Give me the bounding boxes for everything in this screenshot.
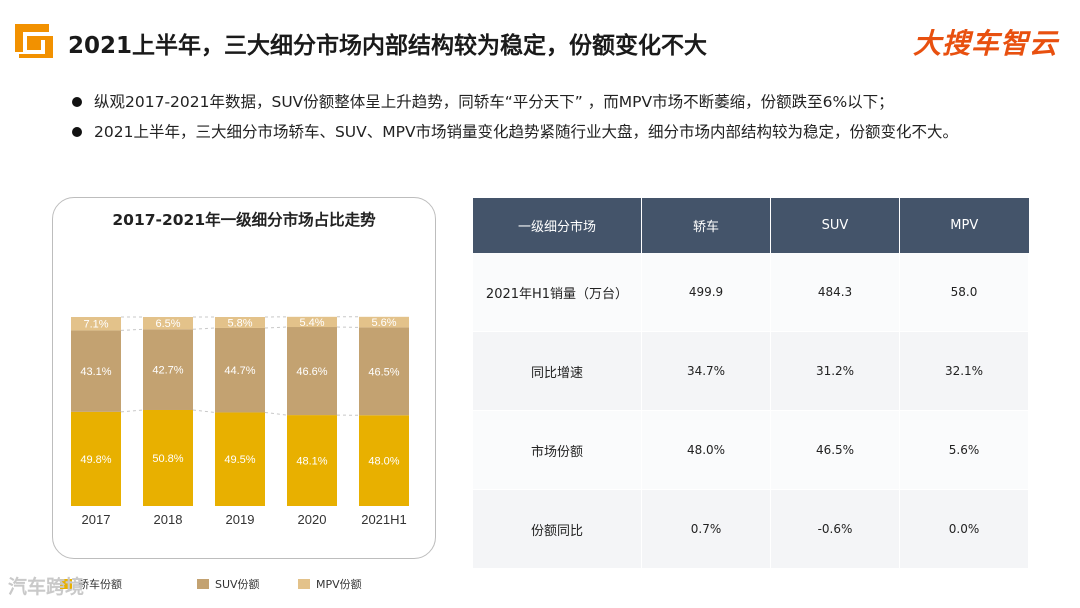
table-cell: 34.7% [641, 331, 771, 411]
table-row-label: 2021年H1销量（万台） [473, 253, 642, 332]
table-header-cell: SUV [770, 198, 900, 253]
chart-title: 2017-2021年一级细分市场占比走势 [112, 211, 376, 229]
table-row: 2021年H1销量（万台） 499.9 484.3 58.0 [473, 253, 1029, 332]
bar-segment [287, 415, 337, 506]
brand-logo-icon [15, 24, 53, 58]
legend-swatch [60, 579, 72, 589]
x-tick-label: 2018 [154, 512, 183, 527]
bar-segment [215, 317, 265, 328]
data-label: 42.7% [152, 365, 183, 377]
table-cell: 5.6% [899, 410, 1029, 490]
legend-label: MPV份额 [316, 578, 362, 591]
watermark: 汽车跨境 [8, 576, 85, 598]
x-tick-label: 2021H1 [361, 512, 407, 527]
data-label: 43.1% [80, 366, 111, 378]
table-row-label: 同比增速 [473, 331, 642, 411]
series-connector-line [120, 328, 144, 331]
bar-segment [143, 329, 193, 410]
data-label: 5.6% [371, 317, 396, 329]
bar-segment [359, 316, 409, 328]
data-label: 48.0% [368, 456, 399, 468]
table-row: 同比增速 34.7% 31.2% 32.1% [473, 331, 1029, 411]
bullet-dot-icon [72, 97, 82, 107]
bar-segment [215, 327, 265, 413]
bar-segment [359, 415, 409, 506]
chart-card: 2017-2021年一级细分市场占比走势 49.8% 43.1% 7.1% 2017 5… [52, 197, 436, 559]
table-cell: 46.5% [770, 410, 900, 490]
data-label: 49.5% [224, 454, 255, 466]
legend-item-sedan: 轿车份额 [60, 576, 122, 592]
bullet-item: 2021上半年，三大细分市场轿车、SUV、MPV市场销量变化趋势紧随行业大盘，细… [72, 118, 1032, 146]
data-label: 50.8% [152, 453, 183, 465]
data-label: 46.6% [296, 366, 327, 378]
bar-segment [143, 317, 193, 330]
legend-item-mpv: MPV份额 [298, 576, 362, 592]
series-connector-line [192, 409, 216, 413]
table-row-label: 份额同比 [473, 489, 642, 569]
data-label: 5.4% [299, 317, 324, 329]
stacked-bar-chart: 49.8% 43.1% 7.1% 2017 50.8% 42.7% 6.5% 2018 49.5… [71, 316, 409, 527]
table-cell: 58.0 [899, 253, 1029, 332]
bullet-text: 纵观2017-2021年数据，SUV份额整体呈上升趋势，同轿车“平分天下” ，而… [94, 93, 894, 111]
table-cell: -0.6% [770, 489, 900, 569]
legend-swatch [298, 579, 310, 589]
table-cell: 0.0% [899, 489, 1029, 569]
legend-item-suv: SUV份额 [197, 576, 260, 592]
bullet-list: 纵观2017-2021年数据，SUV份额整体呈上升趋势，同轿车“平分天下” ，而… [72, 88, 1032, 148]
bar-segment [287, 316, 337, 328]
bullet-item: 纵观2017-2021年数据，SUV份额整体呈上升趋势，同轿车“平分天下” ，而… [72, 88, 1032, 116]
table-row-label: 市场份额 [473, 410, 642, 490]
data-label: 46.5% [368, 366, 399, 378]
bullet-dot-icon [72, 127, 82, 137]
data-label: 7.1% [83, 319, 108, 331]
series-connector-line [120, 409, 144, 413]
bullet-text: 2021上半年，三大细分市场轿车、SUV、MPV市场销量变化趋势紧随行业大盘，细… [94, 123, 959, 141]
series-connector-line [192, 327, 216, 330]
series-connector-line [264, 411, 288, 416]
table-cell: 31.2% [770, 331, 900, 411]
table-row: 份额同比 0.7% -0.6% 0.0% [473, 489, 1029, 569]
table-cell: 32.1% [899, 331, 1029, 411]
table-header-cell: MPV [899, 198, 1029, 253]
segment-data-table: 一级细分市场 轿车 SUV MPV 2021年H1销量（万台） 499.9 48… [473, 198, 1029, 569]
bar-segment [143, 409, 193, 506]
table-cell: 499.9 [641, 253, 771, 332]
data-label: 5.8% [227, 317, 252, 329]
series-connector-line [264, 326, 288, 329]
data-label: 6.5% [155, 318, 180, 330]
bar-segment [287, 327, 337, 416]
x-tick-label: 2020 [298, 512, 327, 527]
bar-segment [215, 412, 265, 506]
table-row: 市场份额 48.0% 46.5% 5.6% [473, 410, 1029, 490]
bar-segment [359, 327, 409, 416]
x-tick-label: 2017 [82, 512, 111, 527]
brand-wordmark: 大搜车智云 [912, 27, 1058, 60]
bar-segment [71, 330, 121, 412]
table-cell: 48.0% [641, 410, 771, 490]
bar-segment [71, 411, 121, 506]
table-header-cell: 轿车 [641, 198, 771, 253]
table-cell: 484.3 [770, 253, 900, 332]
bar-segment [71, 317, 121, 331]
data-label: 48.1% [296, 456, 327, 468]
data-label: 49.8% [80, 454, 111, 466]
legend-label: 轿车份额 [78, 578, 122, 591]
table-header-cell: 一级细分市场 [473, 198, 642, 253]
page-title: 2021上半年，三大细分市场内部结构较为稳定，份额变化不大 [68, 33, 708, 59]
legend-label: SUV份额 [215, 578, 260, 591]
table-header-row: 一级细分市场 轿车 SUV MPV [473, 198, 1029, 253]
x-tick-label: 2019 [226, 512, 255, 527]
legend-swatch [197, 579, 209, 589]
table-cell: 0.7% [641, 489, 771, 569]
data-label: 44.7% [224, 365, 255, 377]
